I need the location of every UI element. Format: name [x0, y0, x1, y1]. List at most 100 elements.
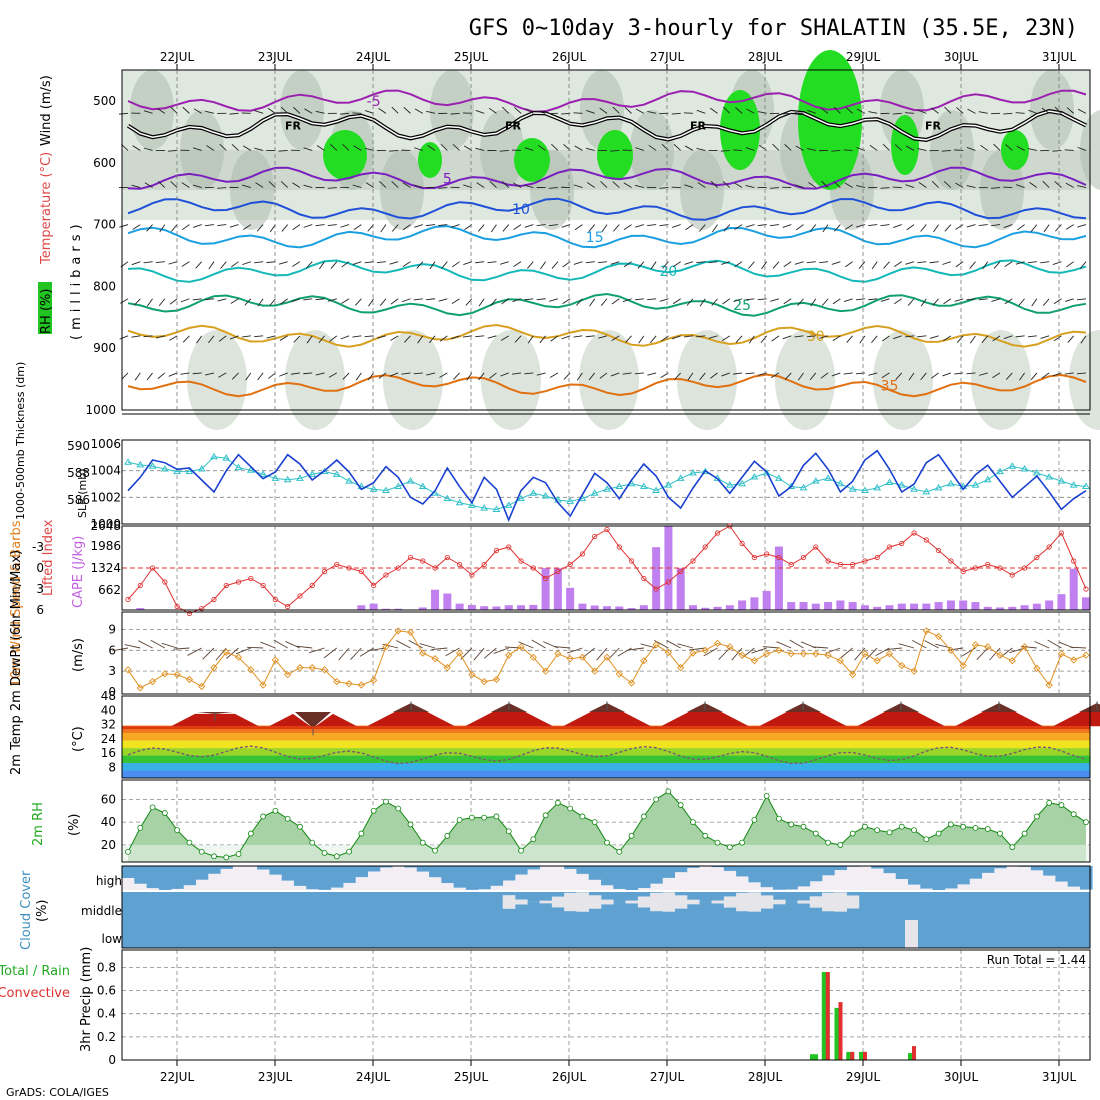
wind-barb: [1066, 261, 1074, 268]
rh2m-point: [714, 839, 721, 846]
lifted-index-line: [127, 525, 1087, 615]
wind-barb: [745, 372, 755, 375]
wind-barb: [991, 224, 1001, 227]
wind10m-speed-point: [836, 657, 844, 665]
wind-barb: [379, 298, 387, 306]
wind-barb: [674, 372, 682, 380]
wind-barb: [1052, 149, 1062, 152]
wind-barb: [647, 298, 657, 301]
lifted-index-point: [555, 568, 561, 575]
wind10m-speed-point: [959, 661, 967, 670]
wind-barb: [734, 261, 743, 268]
wind-barb: [944, 106, 952, 114]
wind-barb: [589, 298, 596, 307]
wind-barb: [513, 224, 522, 231]
cloud-mid-bar: [588, 895, 602, 909]
wind-barb: [1053, 298, 1062, 305]
upper-air-panel: -5 5 10 15 20 25 30 35 FR FR FR FR 500 600 700 800 900 10…: [85, 50, 1100, 430]
lifted-index-point: [972, 565, 979, 571]
wind-barb: [487, 261, 497, 264]
wind-barb: [330, 143, 338, 151]
temp2m-tick: 48: [101, 689, 116, 703]
lifted-index-point: [493, 547, 500, 554]
wind10m-barb: [1020, 645, 1037, 649]
wind-barb: [770, 298, 780, 302]
wind-barb: [402, 261, 411, 267]
lifted-index-point: [371, 582, 377, 589]
thickness-point: [234, 463, 243, 471]
wind-barb: [391, 224, 399, 232]
thickness-point: [1020, 464, 1029, 472]
wind-barb: [966, 147, 976, 151]
freezing-label: FR: [285, 120, 302, 133]
wind-barb: [514, 335, 522, 343]
wind-barb: [539, 335, 546, 344]
wind-barb: [761, 261, 768, 270]
wind-barb: [452, 143, 460, 151]
wind-barb: [699, 372, 706, 381]
wind-barb: [119, 224, 129, 228]
wind10m-barb: [396, 640, 411, 649]
wind-barb: [315, 372, 325, 376]
wind-barb: [318, 335, 325, 344]
rh2m-point: [530, 836, 537, 843]
wind10m-speed-point: [492, 675, 501, 684]
rh2m-point: [812, 830, 819, 837]
cloud-high-bar: [134, 866, 147, 884]
cape-bar: [836, 600, 845, 610]
wind-barb: [429, 261, 436, 270]
rh2m-low-band: [122, 844, 1090, 862]
wind-barb: [376, 261, 386, 264]
wind-barb: [195, 261, 203, 269]
wind10m-speed-point: [701, 646, 709, 654]
wind-barb: [697, 182, 706, 188]
wind-barb: [859, 335, 866, 344]
wind10m-barb: [596, 647, 608, 661]
wind-barb: [1054, 106, 1062, 114]
wind-barb: [746, 108, 755, 114]
cloud-high-bar: [601, 866, 614, 886]
wind-barb: [427, 145, 436, 151]
wind10m-barb: [419, 643, 436, 649]
rh-green-patch: [798, 50, 862, 190]
thickness-point: [639, 482, 648, 489]
wind10m-speed-point: [824, 651, 832, 659]
wind-barb: [635, 147, 644, 151]
wind10m-speed-point: [922, 627, 930, 635]
wind10m-barb: [359, 647, 374, 657]
thickness-tick: 588: [67, 466, 90, 480]
wind-barb: [1042, 298, 1050, 306]
wind-barb: [1018, 298, 1025, 306]
wind10m-speed-point: [578, 653, 587, 661]
rh-shade-lower: [775, 330, 835, 430]
wind-barb: [368, 298, 375, 307]
lifted-index-point: [383, 572, 389, 578]
rh-shade-blob: [980, 150, 1024, 230]
rh2m-point: [309, 839, 316, 846]
rh2m-point: [383, 798, 389, 805]
cloud-high-bar: [171, 866, 184, 889]
wind10m-speed-point: [320, 666, 329, 674]
wind-barb: [868, 372, 878, 376]
rh2m-point: [665, 788, 672, 795]
wind-barb: [391, 181, 399, 188]
wind-barb: [735, 335, 743, 343]
rh-green-patch: [720, 90, 760, 170]
cape-bar: [652, 547, 661, 610]
wind-barb: [573, 261, 583, 265]
cape-bar: [848, 602, 857, 610]
wind-barb: [147, 298, 153, 307]
rh-shade-lower: [579, 330, 639, 430]
lifted-index-point: [272, 596, 278, 603]
cloud-low-bar: [905, 920, 918, 948]
thickness-point: [922, 487, 931, 495]
rh2m-point: [1058, 802, 1065, 808]
wind10m-speed-point: [394, 627, 402, 635]
cape-bar: [431, 589, 440, 610]
rh2m-ylabels: 2m RH (%): [31, 802, 82, 846]
wind10m-barb: [789, 639, 804, 649]
wind-barb: [340, 224, 350, 228]
wind10m-speed-point: [566, 655, 574, 663]
wind-barb: [290, 372, 301, 375]
thickness-point: [750, 473, 759, 480]
